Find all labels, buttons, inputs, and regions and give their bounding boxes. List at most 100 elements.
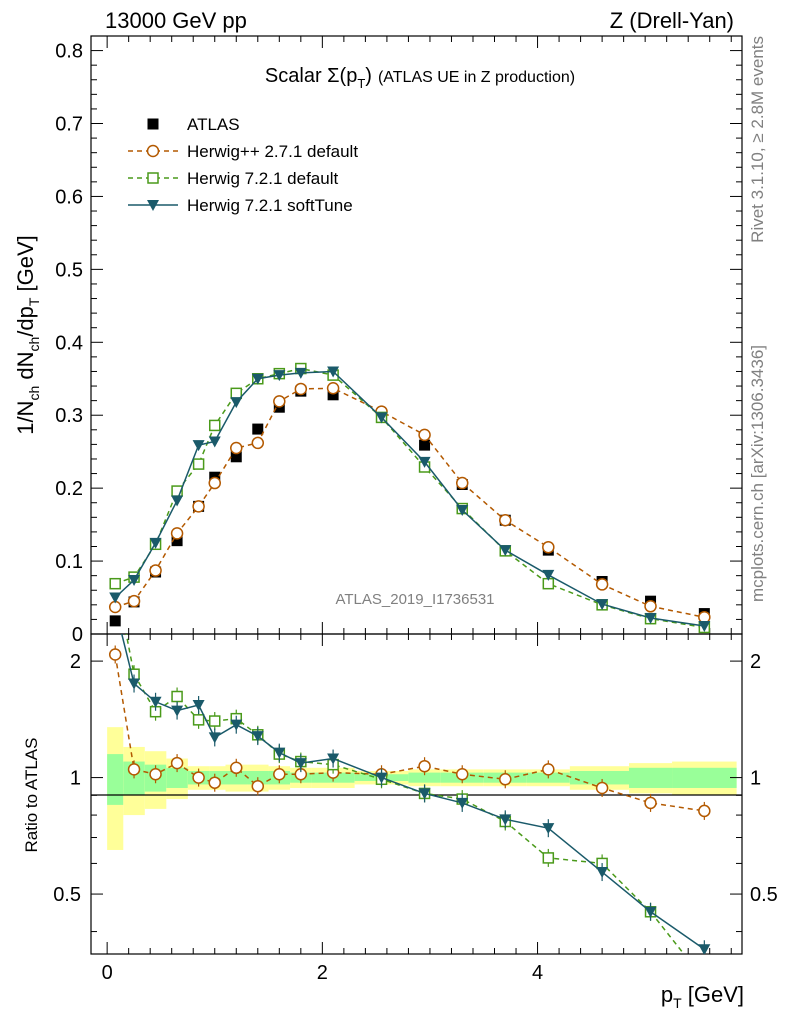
- series-3-point: [251, 373, 264, 385]
- series-1-point: [595, 578, 609, 591]
- series-1-point: [230, 441, 243, 455]
- series-1-ratio-point: [542, 763, 555, 776]
- series-3-point: [375, 412, 388, 424]
- series-1-point: [170, 527, 184, 540]
- series-1-ratio-point: [251, 779, 265, 793]
- series-1-ratio-point: [418, 759, 431, 773]
- ratio-plot-frame: [90, 633, 743, 955]
- series-2-point: [109, 577, 121, 590]
- ratio-tick-label-right: 1: [750, 768, 761, 790]
- series-3-point: [208, 436, 221, 448]
- series-1-point: [127, 594, 141, 608]
- series-3-ratio-point: [698, 944, 711, 954]
- series-3-ratio-point: [418, 788, 431, 800]
- legend-label-0: ATLAS: [187, 115, 240, 134]
- series-3-ratio-point: [375, 772, 388, 784]
- series-3-point: [542, 569, 555, 581]
- series-3-point: [109, 592, 122, 604]
- y-tick-label: 0.8: [55, 41, 83, 63]
- series-1-ratio-point: [208, 776, 221, 789]
- legend-marker-3: [147, 200, 159, 211]
- x-axis-label: pT [GeV]: [661, 982, 744, 1011]
- series-3-ratio-point: [273, 747, 286, 759]
- series-1-ratio-point: [499, 773, 512, 786]
- plot-title-close: ): [365, 65, 372, 87]
- series-3-ratio-point: [230, 719, 243, 731]
- legend-marker-0: [147, 118, 159, 130]
- series-3-point: [149, 537, 162, 549]
- series-1-point: [499, 513, 512, 527]
- series-3-ratio-point: [149, 696, 162, 708]
- x-tick-label: 2: [317, 962, 328, 984]
- band-green: [107, 754, 124, 805]
- series-2-point: [208, 419, 221, 432]
- series-0-point: [252, 423, 264, 435]
- band-green: [225, 770, 248, 785]
- series-3-ratio-point: [327, 753, 340, 765]
- series-3-point: [698, 620, 711, 632]
- series-3-point: [499, 545, 512, 557]
- ratio-uncertainty-bands: [107, 727, 737, 850]
- band-green: [166, 767, 188, 788]
- series-3-ratio-point: [542, 823, 555, 835]
- series-1-point: [455, 476, 469, 490]
- y-tick-label: 0.5: [55, 259, 83, 281]
- series-3-point: [171, 495, 184, 507]
- y-tick-label: 0.1: [55, 551, 83, 573]
- x-tick-label: 4: [532, 962, 543, 984]
- side-text-bottom: mcplots.cern.ch [arXiv:1306.3436]: [748, 345, 767, 602]
- series-2-ratio-point: [171, 690, 183, 703]
- legend-label-1: Herwig++ 2.7.1 default: [187, 142, 358, 161]
- series-1-point: [251, 436, 265, 450]
- series-3-point: [418, 456, 431, 468]
- series-1-ratio-point: [108, 648, 122, 661]
- main-series: [108, 362, 711, 634]
- series-2-ratio-point: [542, 852, 555, 864]
- series-3-ratio-point: [499, 814, 512, 826]
- series-2-point: [230, 387, 243, 400]
- series-1-ratio-point: [149, 768, 162, 781]
- data-series: [108, 362, 711, 954]
- band-green: [672, 767, 737, 788]
- series-1-point: [149, 564, 162, 577]
- y-tick-label: 0.2: [55, 478, 83, 500]
- series-3-point: [128, 575, 141, 587]
- band-green: [408, 772, 441, 783]
- series-1-point: [418, 428, 431, 442]
- y-tick-label: 0.6: [55, 186, 83, 208]
- ratio-y-axis-label: Ratio to ATLAS: [22, 738, 41, 853]
- plot-title-main: Scalar Σ(p: [265, 65, 357, 87]
- ratio-tick-label: 2: [70, 651, 81, 673]
- series-3-point: [456, 505, 469, 517]
- y-tick-label: 0.4: [55, 332, 83, 354]
- series-3-ratio-point: [128, 678, 141, 690]
- series-1-ratio-point: [230, 761, 243, 775]
- series-3-ratio-point: [251, 731, 264, 743]
- watermark: ATLAS_2019_I1736531: [335, 591, 494, 608]
- y-tick-label: 0.3: [55, 405, 83, 427]
- series-1-ratio-point: [455, 768, 469, 781]
- y-tick-label: 0.7: [55, 114, 83, 136]
- series-3-ratio-point: [596, 867, 609, 879]
- series-1-ratio-point: [127, 763, 141, 776]
- series-3-point: [273, 370, 286, 382]
- ratio-tick-label: 0.5: [53, 884, 81, 906]
- y-tick-label: 0: [72, 624, 83, 646]
- ratio-tick-label-right: 2: [750, 651, 761, 673]
- axis-ticks: 0 2 4 0 0.1 0.2 0.3 0.4 0.5 0.6 0.7 0.8 0.5 0.5 1 1 2 2: [53, 36, 778, 984]
- series-3-point: [230, 397, 243, 409]
- legend-label-2: Herwig 7.2.1 default: [187, 169, 338, 188]
- series-1-ratio-point: [192, 771, 205, 784]
- series-1-point: [273, 395, 286, 408]
- series-2-point: [192, 458, 205, 470]
- series-3-point: [294, 367, 307, 379]
- series-3-point: [327, 366, 340, 378]
- band-green: [569, 770, 630, 785]
- legend-marker-2: [147, 172, 159, 184]
- series-3-ratio-point: [644, 906, 657, 918]
- legend-marker-1: [146, 144, 160, 158]
- series-1-point: [644, 600, 657, 613]
- ratio-tick-label: 1: [70, 768, 81, 790]
- series-1-ratio-point: [644, 796, 657, 810]
